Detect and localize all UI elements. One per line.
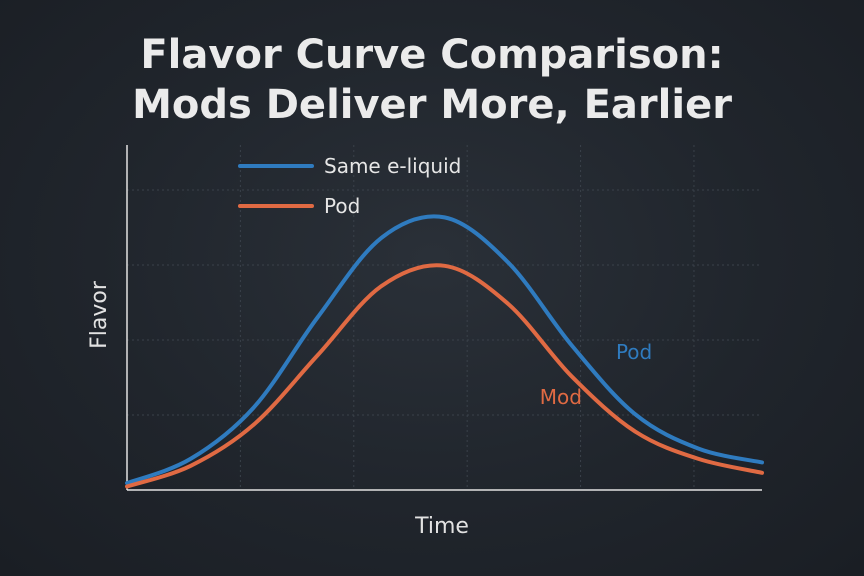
y-axis-label: Flavor bbox=[87, 280, 112, 349]
chart-title-line-1: Flavor Curve Comparison: bbox=[140, 32, 724, 78]
grid bbox=[127, 145, 762, 490]
series-inline-label-1: Pod bbox=[616, 340, 652, 364]
series-line-2 bbox=[125, 263, 764, 489]
x-axis-label: Time bbox=[414, 514, 469, 539]
series-layer: Pod Mod bbox=[125, 214, 764, 489]
legend-label-1: Same e-liquid bbox=[324, 154, 461, 178]
legend-label-2: Pod bbox=[324, 194, 360, 218]
legend: Same e-liquid Pod bbox=[238, 154, 461, 218]
series-inline-label-2: Mod bbox=[540, 385, 582, 409]
chart-title: Flavor Curve Comparison: Mods Deliver Mo… bbox=[0, 30, 864, 130]
series-line-1 bbox=[125, 214, 764, 486]
chart-title-line-2: Mods Deliver More, Earlier bbox=[132, 82, 732, 128]
